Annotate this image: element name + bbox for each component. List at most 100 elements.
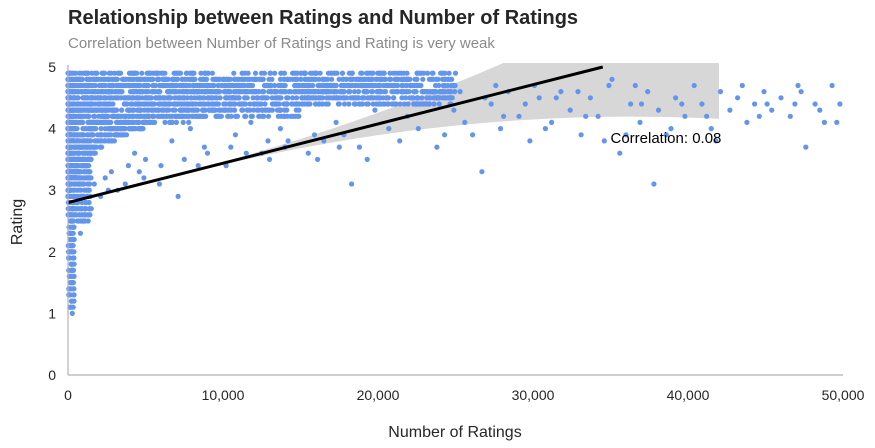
data-point xyxy=(803,144,809,150)
data-point xyxy=(194,95,201,101)
x-tick-label: 30,000 xyxy=(512,387,555,403)
data-point xyxy=(739,82,745,89)
data-point xyxy=(110,82,116,89)
data-point xyxy=(186,82,193,89)
data-point xyxy=(72,119,78,125)
data-point xyxy=(348,95,354,101)
data-point xyxy=(168,89,174,95)
data-point xyxy=(352,101,359,107)
data-point xyxy=(69,267,75,273)
data-point xyxy=(339,82,345,89)
data-point xyxy=(421,70,427,76)
data-point xyxy=(288,113,294,119)
data-point xyxy=(149,76,155,82)
data-point xyxy=(69,230,75,236)
data-point xyxy=(66,181,72,187)
data-point xyxy=(431,95,437,101)
data-point xyxy=(359,70,365,76)
data-point xyxy=(156,181,162,187)
data-point xyxy=(95,95,101,101)
data-point xyxy=(764,101,770,107)
data-point xyxy=(130,107,136,113)
data-point xyxy=(369,76,375,82)
data-point xyxy=(262,101,268,107)
data-point xyxy=(638,101,645,107)
data-point xyxy=(181,156,187,162)
data-point xyxy=(155,89,162,95)
data-point xyxy=(125,119,131,125)
data-point xyxy=(84,144,90,150)
data-point xyxy=(68,119,74,125)
data-point xyxy=(272,70,278,76)
data-point xyxy=(201,107,207,113)
data-point xyxy=(161,107,167,113)
data-point xyxy=(423,101,429,107)
y-tick-label: 1 xyxy=(48,305,56,321)
data-point xyxy=(132,150,138,156)
data-point xyxy=(128,82,134,89)
data-point xyxy=(242,113,248,119)
data-point xyxy=(143,89,150,95)
x-tick-label: 20,000 xyxy=(357,387,400,403)
data-point xyxy=(313,95,319,101)
data-point xyxy=(70,243,76,249)
data-point xyxy=(386,126,392,132)
data-point xyxy=(595,113,601,119)
data-point xyxy=(125,107,131,113)
data-point xyxy=(154,70,160,76)
data-point xyxy=(224,89,230,95)
data-point xyxy=(284,101,290,107)
data-point xyxy=(225,82,231,89)
data-point xyxy=(258,101,264,107)
data-point xyxy=(136,169,142,175)
data-point xyxy=(351,89,358,95)
data-point xyxy=(69,273,75,279)
data-point xyxy=(343,82,349,89)
data-point xyxy=(83,206,89,212)
data-point xyxy=(163,82,169,89)
data-point xyxy=(387,82,393,89)
data-point xyxy=(246,76,252,82)
data-point xyxy=(186,89,192,95)
data-point xyxy=(374,95,380,101)
data-point xyxy=(71,70,77,76)
data-point xyxy=(449,76,455,82)
data-point xyxy=(717,89,724,95)
data-point xyxy=(365,101,371,107)
data-point xyxy=(187,76,193,82)
data-point xyxy=(452,89,458,95)
data-point xyxy=(77,169,83,175)
data-point xyxy=(364,70,370,76)
data-point xyxy=(179,107,185,113)
data-point xyxy=(299,95,305,101)
data-point xyxy=(305,150,311,156)
data-point xyxy=(71,292,77,298)
data-point xyxy=(70,255,76,261)
data-point xyxy=(567,107,573,113)
data-point xyxy=(403,95,409,101)
data-point xyxy=(191,70,197,76)
data-point xyxy=(267,70,273,76)
data-point xyxy=(137,107,143,113)
data-point xyxy=(88,150,94,156)
data-point xyxy=(744,119,750,125)
data-point xyxy=(152,119,158,125)
data-point xyxy=(172,70,178,76)
data-point xyxy=(127,70,133,76)
data-point xyxy=(150,70,156,76)
data-point xyxy=(306,95,312,101)
data-point xyxy=(67,304,74,310)
data-point xyxy=(184,95,190,101)
data-point xyxy=(180,119,186,125)
data-point xyxy=(99,107,105,113)
data-point xyxy=(69,280,75,286)
data-point xyxy=(117,126,123,132)
data-point xyxy=(673,95,679,101)
data-point xyxy=(177,70,184,76)
data-point xyxy=(336,101,342,107)
data-point xyxy=(320,82,326,89)
data-point xyxy=(167,95,173,101)
data-point xyxy=(101,101,107,107)
data-point xyxy=(549,119,555,125)
data-point xyxy=(73,175,79,181)
